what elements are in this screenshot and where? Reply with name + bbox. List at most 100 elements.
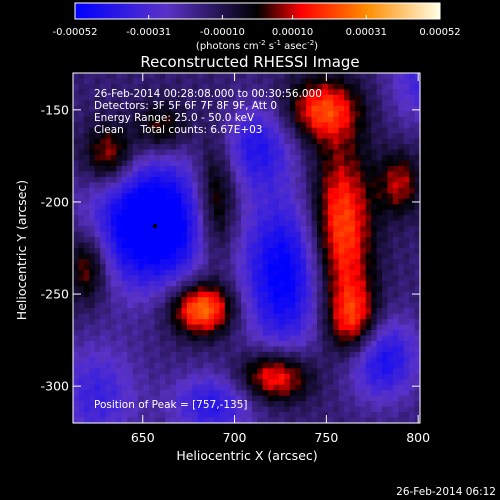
heatmap-cell (409, 226, 416, 233)
heatmap-cell (78, 362, 85, 369)
heatmap-cell (94, 280, 101, 287)
heatmap-cell (181, 231, 188, 238)
heatmap-cell (360, 122, 367, 129)
heatmap-cell (110, 144, 117, 151)
heatmap-cell (387, 73, 394, 80)
heatmap-cell (235, 297, 242, 304)
heatmap-cell (295, 100, 302, 107)
heatmap-cell (251, 291, 258, 298)
heatmap-cell (273, 340, 280, 348)
heatmap-cell (273, 89, 280, 96)
heatmap-cell (289, 313, 296, 320)
heatmap-cell (208, 89, 215, 96)
heatmap-cell (110, 111, 117, 118)
heatmap-cell (176, 340, 183, 348)
heatmap-cell (192, 182, 199, 189)
heatmap-cell (89, 198, 96, 205)
heatmap-cell (78, 73, 85, 80)
heatmap-cell (414, 280, 421, 287)
heatmap-cell (392, 346, 399, 353)
heatmap-cell (186, 280, 193, 287)
heatmap-cell (398, 291, 405, 298)
heatmap-cell (327, 242, 334, 249)
heatmap-cell (316, 237, 323, 244)
heatmap-cell (235, 308, 242, 315)
heatmap-cell (176, 357, 183, 364)
heatmap-cell (262, 127, 269, 134)
heatmap-cell (344, 248, 351, 255)
heatmap-cell (127, 286, 134, 293)
heatmap-cell (127, 412, 134, 419)
heatmap-cell (360, 160, 367, 167)
heatmap-cell (333, 346, 340, 353)
heatmap-cell (148, 412, 155, 419)
heatmap-cell (203, 379, 210, 386)
heatmap-cell (100, 368, 107, 375)
heatmap-cell (338, 100, 345, 107)
heatmap-cell (403, 264, 410, 271)
heatmap-cell (132, 308, 139, 315)
heatmap-cell (159, 231, 166, 238)
heatmap-cell (349, 242, 356, 249)
heatmap-cell (354, 226, 361, 233)
heatmap-cell (186, 373, 193, 380)
heatmap-cell (94, 253, 101, 260)
heatmap-cell (338, 351, 345, 358)
heatmap-cell (376, 73, 383, 80)
heatmap-cell (316, 253, 323, 260)
heatmap-cell (73, 204, 80, 211)
heatmap-cell (219, 198, 226, 205)
heatmap-cell (110, 231, 117, 238)
heatmap-cell (219, 226, 226, 233)
heatmap-cell (138, 264, 145, 271)
heatmap-cell (376, 291, 383, 298)
heatmap-cell (241, 269, 248, 276)
heatmap-cell (138, 248, 145, 255)
heatmap-cell (213, 237, 220, 244)
heatmap-cell (154, 198, 161, 205)
heatmap-cell (89, 73, 96, 80)
heatmap-cell (159, 297, 166, 304)
heatmap-cell (360, 368, 367, 375)
heatmap-cell (382, 94, 389, 101)
heatmap-cell (170, 144, 177, 151)
heatmap-cell (176, 204, 183, 211)
heatmap-cell (354, 237, 361, 244)
heatmap-cell (322, 264, 329, 271)
heatmap-cell (311, 390, 318, 397)
heatmap-cell (116, 83, 123, 91)
heatmap-cell (192, 302, 199, 309)
heatmap-cell (203, 269, 210, 276)
heatmap-cell (235, 412, 242, 419)
heatmap-cell (251, 204, 258, 211)
heatmap-cell (322, 116, 329, 123)
heatmap-cell (170, 209, 177, 216)
heatmap-cell (333, 242, 340, 249)
heatmap-cell (306, 231, 313, 238)
heatmap-cell (289, 198, 296, 205)
heatmap-cell (224, 176, 231, 183)
heatmap-cell (132, 165, 139, 173)
heatmap-cell (241, 412, 248, 419)
heatmap-cell (197, 286, 204, 293)
heatmap-cell (176, 94, 183, 101)
heatmap-cell (289, 171, 296, 178)
heatmap-cell (230, 319, 237, 326)
heatmap-cell (203, 215, 210, 222)
heatmap-cell (235, 111, 242, 118)
x-tick-label: 750 (314, 430, 338, 445)
heatmap-cell (311, 308, 318, 315)
heatmap-cell (213, 373, 220, 380)
heatmap-cell (192, 94, 199, 101)
heatmap-cell (273, 417, 280, 424)
heatmap-cell (246, 176, 253, 183)
heatmap-cell (300, 165, 307, 173)
heatmap-cell (333, 297, 340, 304)
heatmap-cell (268, 390, 275, 397)
heatmap-cell (127, 73, 134, 80)
heatmap-cell (268, 226, 275, 233)
heatmap-cell (241, 187, 248, 194)
heatmap-cell (192, 406, 199, 413)
heatmap-cell (279, 362, 286, 369)
heatmap-cell (154, 280, 161, 287)
